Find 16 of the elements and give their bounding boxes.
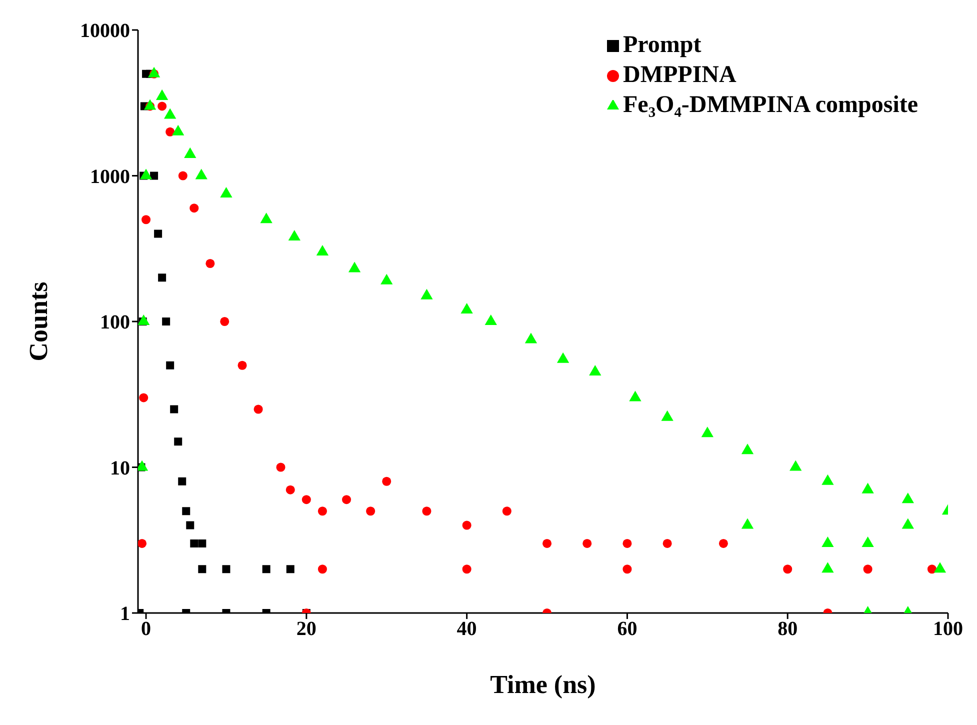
- y-tick-label: 1: [120, 603, 130, 626]
- x-tick-label: 100: [933, 618, 963, 640]
- y-tick-label: 1000: [90, 166, 130, 188]
- x-tick-label: 60: [617, 618, 638, 640]
- legend-label: Fe₃O₄-DMMPINA composite: [623, 92, 918, 118]
- x-tick-label: 40: [456, 618, 477, 640]
- y-tick-label: 10000: [80, 20, 130, 42]
- x-axis-title: Time (ns): [490, 670, 596, 699]
- y-tick-label: 100: [100, 312, 130, 334]
- legend-label: DMPPINA: [623, 62, 736, 88]
- y-axis-title: Counts: [24, 282, 54, 362]
- x-tick-label: 0: [141, 618, 152, 640]
- y-tick-label: 10: [110, 457, 130, 480]
- x-tick-label: 20: [296, 618, 316, 640]
- x-tick-label: 80: [778, 618, 798, 640]
- legend-label: Prompt: [623, 32, 702, 58]
